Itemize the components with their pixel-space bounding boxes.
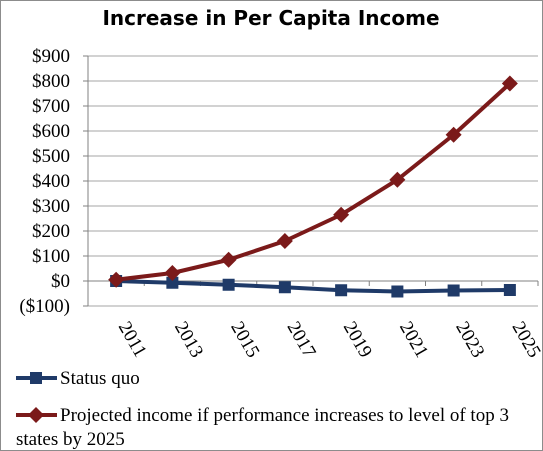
- y-tick-label: $100: [32, 246, 70, 267]
- data-point: [333, 206, 350, 223]
- gridlines: [88, 55, 538, 307]
- y-tick-label: $0: [51, 271, 70, 292]
- series-line: [116, 279, 510, 294]
- data-point: [164, 265, 181, 281]
- x-tick-label: 2023: [451, 318, 488, 361]
- data-point: [276, 233, 293, 249]
- x-tick-label: 2019: [339, 318, 376, 361]
- data-point: [108, 271, 125, 288]
- chart-title: Increase in Per Capita Income: [102, 6, 439, 30]
- y-tick-label: ($100): [19, 296, 70, 317]
- x-tick-labels: 2011 2013 2015 2017 2019 2021 2023 2025: [114, 318, 542, 361]
- legend: Status quo Projected income if performanc…: [16, 368, 509, 450]
- data-point: [220, 251, 237, 268]
- legend-marker: [30, 372, 42, 384]
- x-tick-label: 2011: [114, 318, 151, 361]
- y-tick-label: $800: [32, 71, 70, 92]
- data-point: [391, 285, 404, 298]
- y-tick-label: $600: [32, 121, 70, 142]
- data-point: [501, 75, 518, 92]
- x-tick-label: 2025: [508, 318, 542, 361]
- x-tick-label: 2015: [226, 318, 263, 361]
- y-tick-labels: $900 $800 $700 $600 $500 $400 $300 $200 $100 $0 ($…: [19, 46, 70, 317]
- y-tick-label: $700: [32, 96, 70, 117]
- data-point: [166, 276, 179, 289]
- legend-marker: [28, 407, 44, 423]
- y-tick-label: $200: [32, 221, 70, 242]
- legend-label: Status quo: [60, 368, 140, 389]
- y-tick-label: $400: [32, 171, 70, 192]
- series-0: [110, 275, 516, 298]
- data-point: [445, 126, 462, 143]
- series-line: [115, 82, 512, 282]
- data-point: [447, 284, 460, 297]
- y-tick-label: $500: [32, 146, 70, 167]
- data-point: [278, 281, 291, 294]
- x-tick-label: 2013: [170, 318, 207, 361]
- data-point: [389, 171, 406, 188]
- data-point: [222, 278, 235, 291]
- y-tick-label: $900: [32, 46, 70, 67]
- y-tick-label: $300: [32, 196, 70, 217]
- data-point: [503, 284, 516, 296]
- x-tick-label: 2017: [283, 318, 320, 361]
- series: [108, 75, 518, 298]
- data-point: [335, 284, 348, 297]
- legend-label: Projected income if performance increase…: [16, 405, 509, 450]
- series-1: [108, 75, 518, 288]
- x-tick-label: 2021: [395, 318, 432, 361]
